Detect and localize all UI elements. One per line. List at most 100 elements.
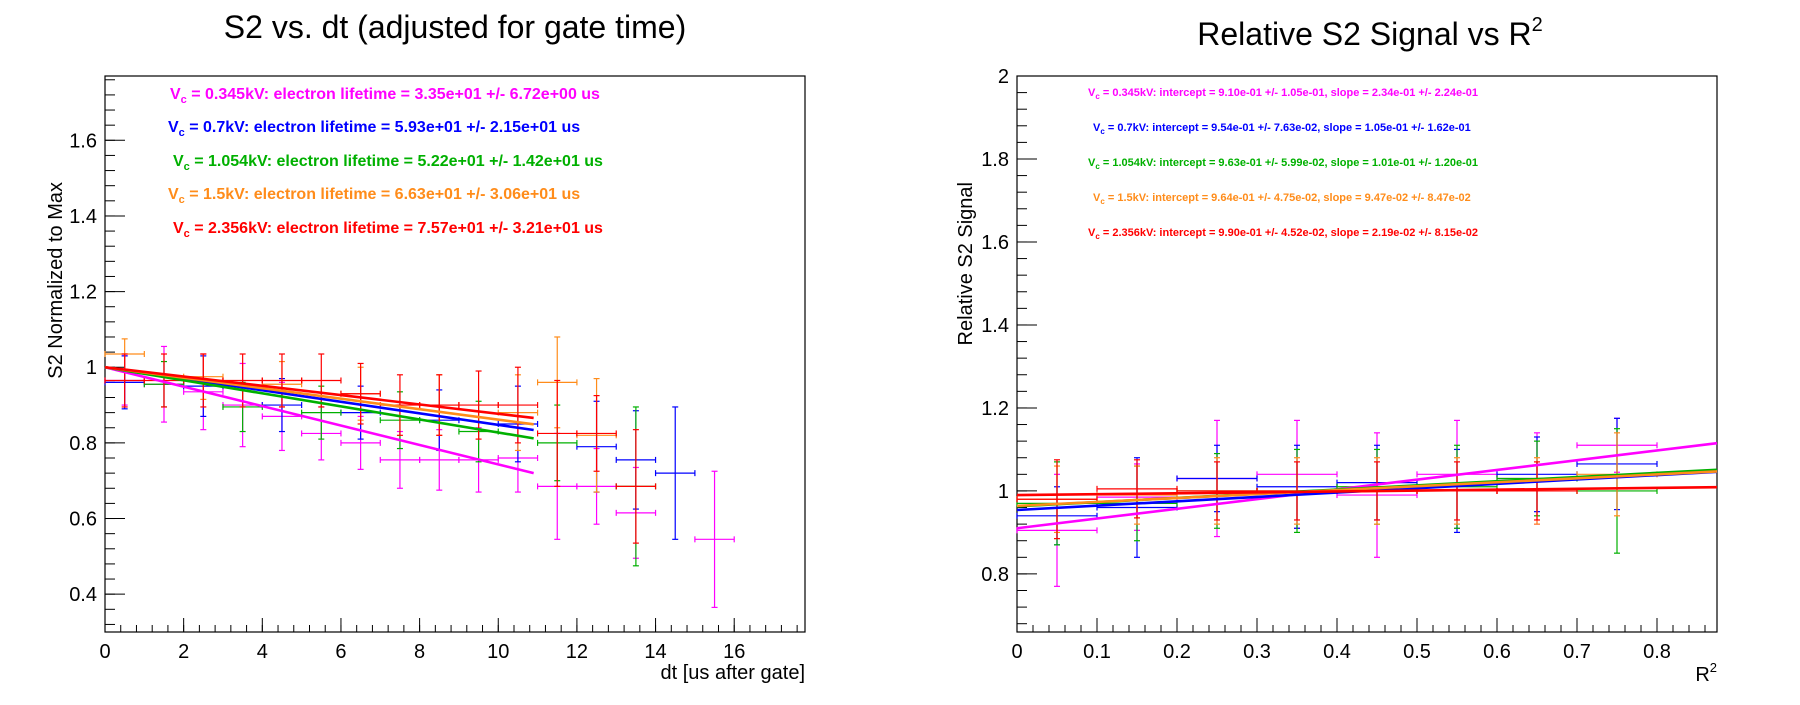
data-point — [104, 353, 145, 408]
x-tick-label: 0 — [1011, 641, 1022, 663]
chart-title: S2 vs. dt (adjusted for gate time) — [224, 9, 686, 45]
y-tick-label: 1 — [86, 357, 97, 379]
annotation-subscript: c — [1095, 232, 1100, 241]
data-point — [536, 379, 578, 487]
fit-line-3 — [104, 365, 534, 440]
y-tick-label: 1.4 — [69, 206, 97, 228]
data-point — [1496, 461, 1578, 521]
annotation-subscript: c — [184, 161, 190, 173]
annotation-subscript: c — [1100, 127, 1105, 136]
fit-line-5 — [104, 365, 534, 420]
fit-annotation: Vc = 1.5kV: intercept = 9.64e-01 +/- 4.7… — [1093, 192, 1471, 206]
fit-annotation: Vc = 0.345kV: electron lifetime = 3.35e+… — [170, 86, 600, 106]
data-point — [654, 406, 696, 540]
annotation-symbol: V — [170, 86, 181, 103]
annotation-text: = 0.345kV: intercept = 9.10e-01 +/- 1.05… — [1100, 87, 1478, 99]
x-tick-label: 2 — [178, 641, 189, 663]
annotation-text: = 0.7kV: electron lifetime = 5.93e+01 +/… — [185, 119, 580, 136]
x-tick-label: 0.4 — [1323, 641, 1351, 663]
annotation-symbol: V — [1093, 122, 1101, 134]
y-axis-label: Relative S2 Signal — [955, 182, 977, 345]
x-tick-label: 6 — [335, 641, 346, 663]
fit-line-1 — [1016, 441, 1718, 530]
annotation-subscript: c — [181, 94, 187, 106]
annotation-subscript: c — [1095, 92, 1100, 101]
annotation-subscript: c — [1095, 162, 1100, 171]
annotation-text: = 1.5kV: electron lifetime = 6.63e+01 +/… — [185, 186, 580, 203]
x-tick-label: 0.3 — [1243, 641, 1271, 663]
data-point — [301, 353, 342, 408]
x-axis-label: dt [us after gate] — [660, 662, 805, 684]
fit-line-1 — [104, 365, 534, 475]
fit-line-4 — [1016, 470, 1718, 508]
fit-annotation: Vc = 2.356kV: intercept = 9.90e-01 +/- 4… — [1088, 227, 1478, 241]
y-tick-label: 1.8 — [981, 149, 1009, 171]
fit-annotation: Vc = 1.054kV: intercept = 9.63e-01 +/- 5… — [1088, 157, 1478, 171]
fit-annotation: Vc = 2.356kV: electron lifetime = 7.57e+… — [173, 220, 603, 240]
annotation-text: = 1.054kV: intercept = 9.63e-01 +/- 5.99… — [1100, 157, 1478, 169]
annotation-subscript: c — [179, 194, 185, 206]
x-axis-label: R2 — [1695, 660, 1717, 686]
data-point — [615, 429, 657, 544]
annotation-text: = 1.5kV: intercept = 9.64e-01 +/- 4.75e-… — [1105, 192, 1471, 204]
annotation-text: = 1.054kV: electron lifetime = 5.22e+01 … — [190, 153, 603, 170]
x-tick-label: 8 — [414, 641, 425, 663]
x-tick-label: 10 — [487, 641, 509, 663]
data-point — [340, 362, 381, 425]
y-tick-label: 1.6 — [981, 232, 1009, 254]
x-tick-label: 12 — [566, 641, 588, 663]
x-tick-label: 0.7 — [1563, 641, 1591, 663]
annotation-symbol: V — [173, 220, 184, 237]
annotation-symbol: V — [1088, 87, 1096, 99]
chart-title: Relative S2 Signal vs R2 — [1197, 14, 1543, 52]
x-tick-label: 16 — [723, 641, 745, 663]
x-tick-label: 0.5 — [1403, 641, 1431, 663]
y-tick-label: 1.2 — [69, 282, 97, 304]
x-tick-label: 0.1 — [1083, 641, 1111, 663]
annotation-symbol: V — [173, 153, 184, 170]
x-tick-label: 0 — [99, 641, 110, 663]
annotation-symbol: V — [1093, 192, 1101, 204]
fit-line-5 — [1016, 485, 1718, 497]
x-tick-label: 0.6 — [1483, 641, 1511, 663]
annotation-symbol: V — [168, 186, 179, 203]
y-tick-label: 1 — [998, 481, 1009, 503]
fit-annotation: Vc = 0.7kV: intercept = 9.54e-01 +/- 7.6… — [1093, 122, 1471, 136]
title-superscript: 2 — [1532, 14, 1543, 36]
annotation-symbol: V — [168, 119, 179, 136]
annotation-text: = 0.7kV: intercept = 9.54e-01 +/- 7.63e-… — [1105, 122, 1471, 134]
annotation-text: = 2.356kV: intercept = 9.90e-01 +/- 4.52… — [1100, 227, 1478, 239]
annotation-symbol: V — [1088, 157, 1096, 169]
annotation-text: = 2.356kV: electron lifetime = 7.57e+01 … — [190, 220, 603, 237]
x-tick-label: 0.8 — [1643, 641, 1671, 663]
x-label-superscript: 2 — [1710, 660, 1717, 675]
x-tick-label: 4 — [257, 641, 268, 663]
data-point — [1016, 459, 1098, 540]
annotation-text: = 0.345kV: electron lifetime = 3.35e+01 … — [187, 86, 600, 103]
chart-panel-1: S2 vs. dt (adjusted for gate time) 0 2 4 6 8 1… — [45, 9, 806, 684]
annotation-subscript: c — [179, 127, 185, 139]
data-point — [694, 470, 735, 609]
y-tick-label: 2 — [998, 66, 1009, 88]
y-tick-label: 1.2 — [981, 398, 1009, 420]
y-tick-label: 0.6 — [69, 509, 97, 531]
x-tick-label: 0.2 — [1163, 641, 1191, 663]
y-axis-label: S2 Normalized to Max — [45, 182, 67, 379]
annotation-subscript: c — [184, 228, 190, 240]
data-point — [576, 395, 617, 472]
y-tick-label: 1.4 — [981, 315, 1009, 337]
fit-annotation: Vc = 1.5kV: electron lifetime = 6.63e+01… — [168, 186, 580, 206]
fit-annotation: Vc = 1.054kV: electron lifetime = 5.22e+… — [173, 153, 603, 173]
fit-annotation: Vc = 0.7kV: electron lifetime = 5.93e+01… — [168, 119, 580, 139]
y-tick-label: 0.8 — [69, 433, 97, 455]
annotation-symbol: V — [1088, 227, 1096, 239]
y-tick-label: 0.8 — [981, 564, 1009, 586]
y-tick-label: 0.4 — [69, 584, 97, 606]
plot-frame — [1016, 75, 1718, 633]
fit-annotation: Vc = 0.345kV: intercept = 9.10e-01 +/- 1… — [1088, 87, 1478, 101]
chart-panel-2: Relative S2 Signal vs R2 0 0.1 0.2 0.3 0.4 0.5… — [955, 14, 1718, 686]
data-point — [497, 366, 539, 444]
annotation-subscript: c — [1100, 197, 1105, 206]
